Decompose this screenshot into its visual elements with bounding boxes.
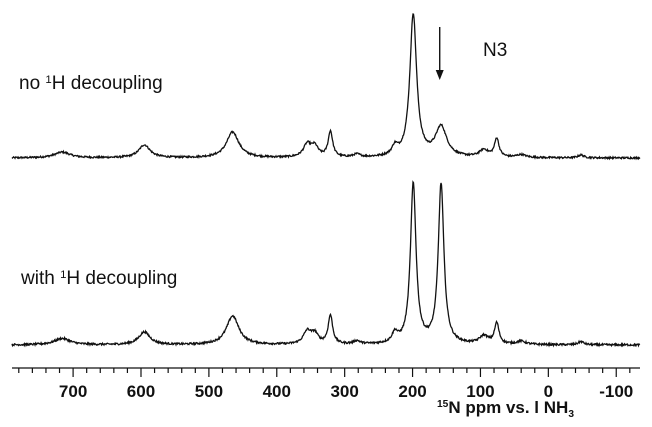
series-label-with-decoupling: with 1H decoupling — [21, 268, 178, 289]
annotation-layer — [435, 27, 444, 80]
x-tick-label: 700 — [59, 382, 87, 401]
x-tick-label: 100 — [466, 382, 494, 401]
x-axis: 700 600 500 400 300 200 100 0 -100 — [12, 367, 640, 401]
n3-annotation-label: N3 — [483, 40, 508, 61]
x-tick-label: 200 — [398, 382, 426, 401]
x-tick-label: 400 — [263, 382, 291, 401]
n3-arrow-icon — [435, 27, 444, 80]
spectrum-trace-no-decoupling — [11, 13, 641, 161]
spectrum-trace-with-decoupling — [11, 180, 641, 348]
x-tick-label: 0 — [544, 382, 553, 401]
x-tick-label: 500 — [195, 382, 223, 401]
x-tick-label: -100 — [599, 382, 633, 401]
series-label-no-decoupling: no 1H decoupling — [19, 73, 163, 94]
spectrum-traces — [11, 13, 641, 348]
x-tick-label: 300 — [330, 382, 358, 401]
x-tick-label: 600 — [127, 382, 155, 401]
x-axis-title: 15N ppm vs. l NH3 — [437, 398, 574, 420]
